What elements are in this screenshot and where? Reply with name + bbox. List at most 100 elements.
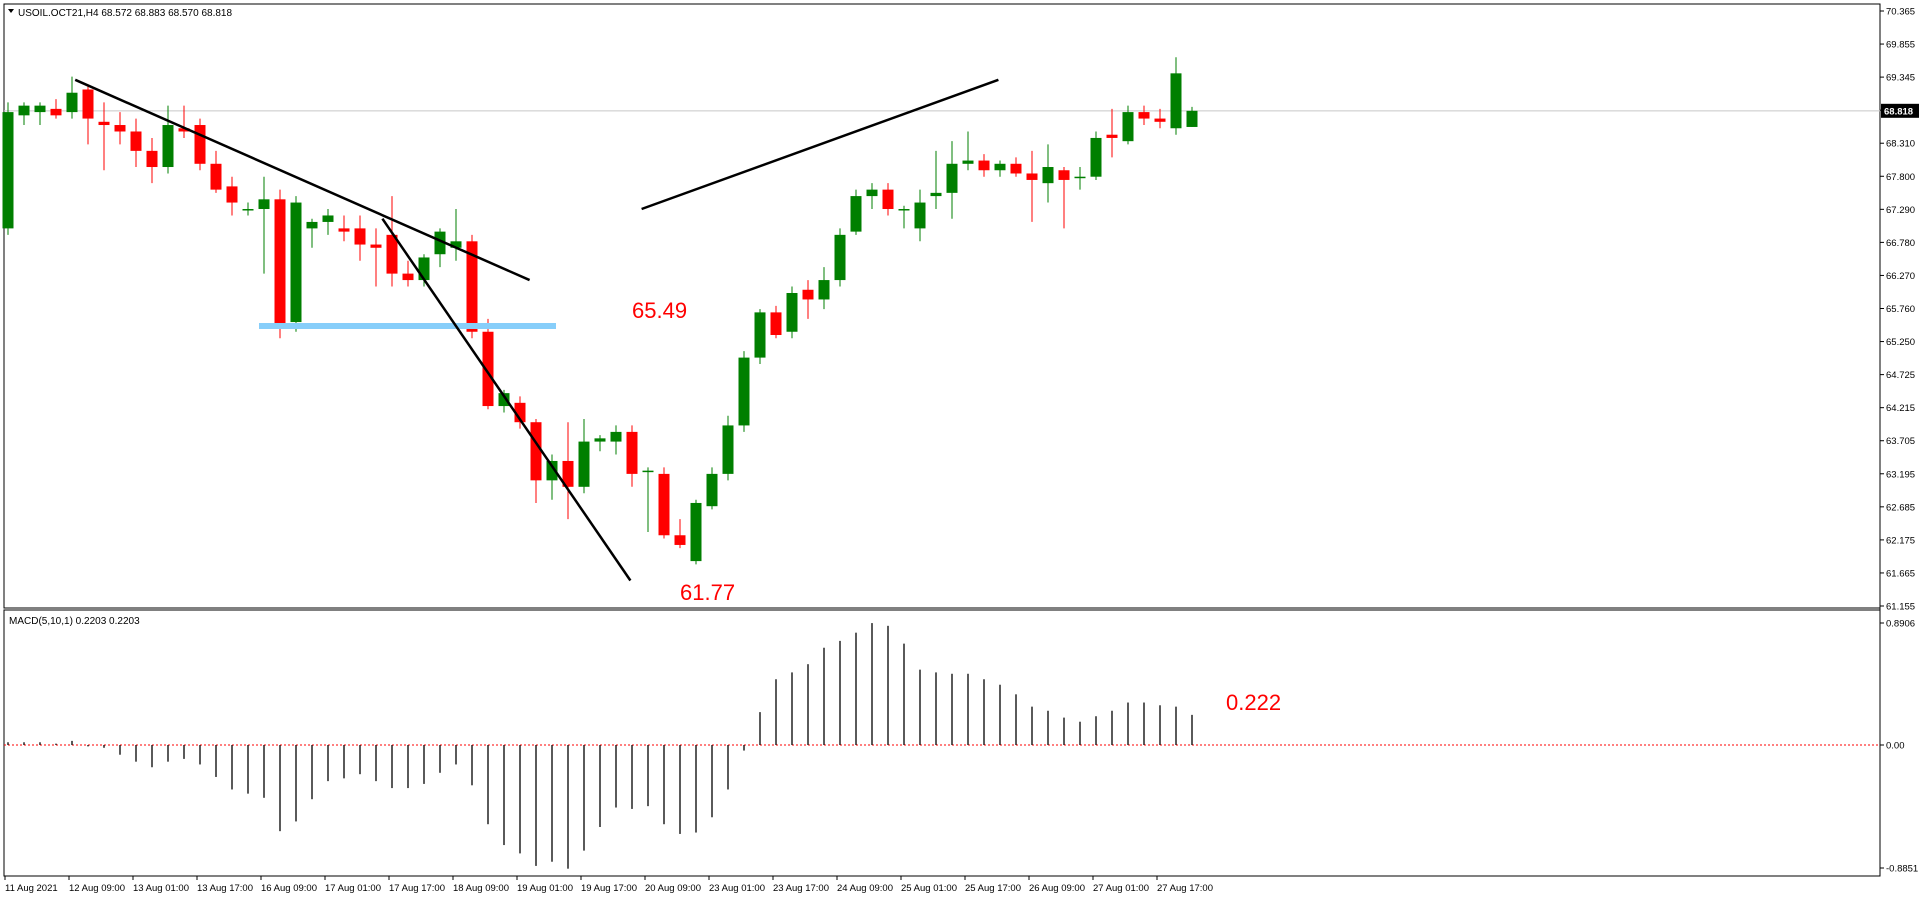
candle-body[interactable] [834,234,846,281]
candle-body[interactable] [1186,110,1198,127]
time-tick-label: 17 Aug 01:00 [325,883,381,894]
candle-body[interactable] [322,215,334,222]
candles-group[interactable] [2,57,1198,565]
candle-body[interactable] [402,273,414,281]
price-axis[interactable]: 70.36569.85569.34568.83068.31067.80067.2… [1880,7,1919,613]
candle-body[interactable] [770,312,782,335]
candle-body[interactable] [1138,112,1150,119]
candle-body[interactable] [514,402,526,423]
candle-body[interactable] [226,186,238,203]
candle-body[interactable] [66,92,78,113]
candle-body[interactable] [498,393,510,407]
candle-body[interactable] [546,460,558,481]
candle-body[interactable] [914,202,926,229]
price-tick-label: 67.290 [1886,205,1915,216]
candle-body[interactable] [1090,137,1102,177]
candle-body[interactable] [530,422,542,481]
candle-body[interactable] [1122,112,1134,142]
candle-body[interactable] [754,312,766,358]
candle-body[interactable] [706,473,718,507]
candle-body[interactable] [290,202,302,323]
candle-body[interactable] [354,228,366,245]
candle-body[interactable] [898,209,910,211]
time-tick-label: 20 Aug 09:00 [645,883,701,894]
resistance-level-label[interactable]: 65.49 [632,298,687,323]
candle-body[interactable] [178,128,190,132]
candle-body[interactable] [610,431,622,442]
candle-body[interactable] [114,125,126,132]
candle-body[interactable] [50,108,62,116]
candle-body[interactable] [642,470,654,473]
candle-body[interactable] [274,199,286,326]
candle-body[interactable] [370,244,382,248]
candle-body[interactable] [1026,173,1038,180]
macd-value-label[interactable]: 0.222 [1226,690,1281,715]
candle-body[interactable] [866,189,878,197]
candle-body[interactable] [578,441,590,487]
candle-body[interactable] [882,189,894,210]
candle-body[interactable] [930,192,942,197]
candle-body[interactable] [946,163,958,193]
candle-body[interactable] [338,228,350,232]
candle-body[interactable] [18,105,30,116]
candle-body[interactable] [1170,73,1182,129]
candle-body[interactable] [194,125,206,164]
candle-body[interactable] [146,150,158,168]
candle-body[interactable] [594,438,606,442]
candle-body[interactable] [738,357,750,426]
drawing-objects[interactable] [74,78,999,582]
ascending-trendline[interactable] [641,78,999,211]
candle-body[interactable] [626,431,638,474]
symbol-info-label: USOIL.OCT21,H4 68.572 68.883 68.570 68.8… [18,8,232,19]
candle-body[interactable] [850,196,862,232]
candle-body[interactable] [482,331,494,407]
swing-low-label[interactable]: 61.77 [680,580,735,605]
time-tick-label: 25 Aug 17:00 [965,883,1021,894]
candle-body[interactable] [130,131,142,151]
candle-body[interactable] [1154,118,1166,122]
candle-body[interactable] [2,112,14,229]
descending-trendline-upper[interactable] [74,78,531,282]
candle-body[interactable] [1010,163,1022,174]
candle-body[interactable] [1058,170,1070,180]
current-price-box[interactable] [1881,103,1919,118]
candle-body[interactable] [962,160,974,164]
candle-body[interactable] [658,473,670,536]
candle-body[interactable] [82,89,94,119]
candle-body[interactable] [802,289,814,300]
candle-body[interactable] [690,502,702,562]
candle-body[interactable] [386,234,398,274]
candle-body[interactable] [434,231,446,255]
candle-body[interactable] [1106,134,1118,138]
candle-body[interactable] [1042,167,1054,184]
time-tick-label: 13 Aug 01:00 [133,883,189,894]
candle-body[interactable] [98,121,110,126]
candle-body[interactable] [722,425,734,474]
candle-body[interactable] [1074,176,1086,179]
candle-body[interactable] [450,241,462,248]
candle-body[interactable] [34,105,46,113]
candle-body[interactable] [306,221,318,229]
candle-body[interactable] [994,163,1006,171]
candle-body[interactable] [786,292,798,332]
candle-body[interactable] [418,257,430,281]
macd-histogram [4,623,1880,869]
time-tick-label: 23 Aug 17:00 [773,883,829,894]
candle-body[interactable] [562,460,574,487]
price-tick-label: 65.760 [1886,304,1915,315]
candle-body[interactable] [258,199,270,210]
candle-body[interactable] [818,280,830,300]
price-tick-label: 66.270 [1886,271,1915,282]
descending-trendline-steep[interactable] [381,217,632,582]
candle-body[interactable] [674,535,686,545]
time-axis[interactable]: 11 Aug 2021 12 Aug 09:00 13 Aug 01:00 13 Au… [4,876,1213,894]
candle-body[interactable] [162,125,174,168]
price-tick-label: 69.855 [1886,40,1915,51]
dropdown-arrow-icon[interactable] [8,9,14,13]
candle-body[interactable] [466,241,478,332]
candle-body[interactable] [978,160,990,171]
candle-body[interactable] [210,163,222,190]
candle-body[interactable] [242,209,254,211]
